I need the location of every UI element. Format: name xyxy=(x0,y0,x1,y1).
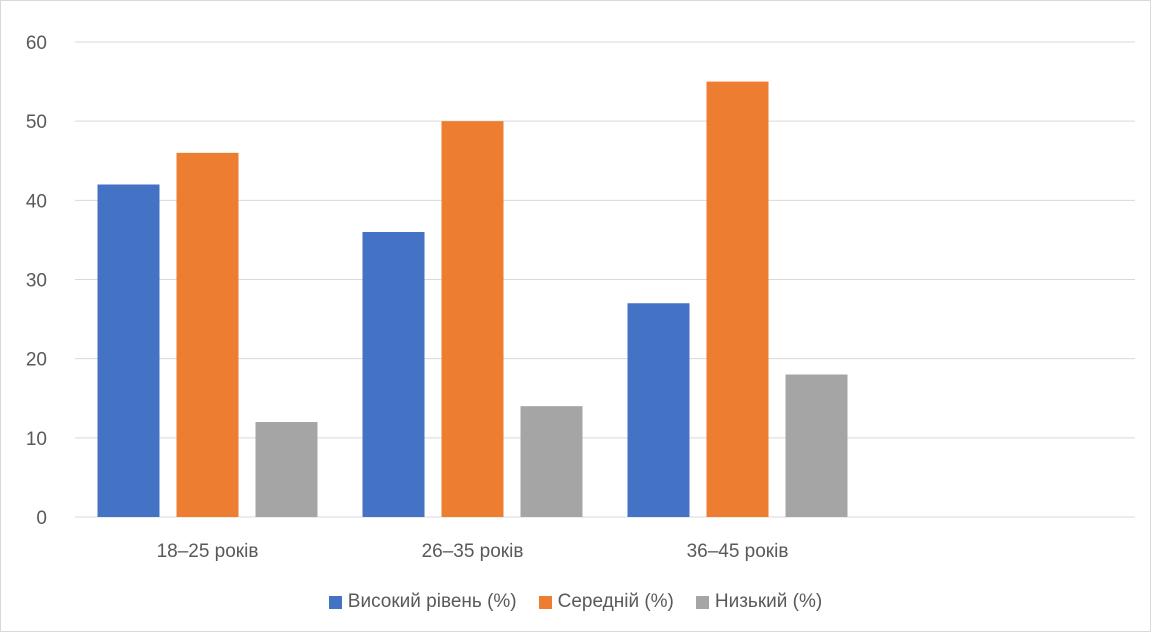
legend-swatch xyxy=(328,595,342,609)
legend-item: Середній (%) xyxy=(538,591,674,613)
y-tick-label: 30 xyxy=(26,271,47,292)
bar-series2-cat0 xyxy=(255,422,318,517)
bar-series2-cat1 xyxy=(520,406,583,517)
x-axis-ticks: 18–25 років 26–35 років 36–45 років xyxy=(157,541,789,562)
legend-swatch xyxy=(695,595,709,609)
legend-item: Низький (%) xyxy=(695,591,823,613)
legend-label: Низький (%) xyxy=(714,591,823,612)
x-tick-label: 36–45 років xyxy=(687,541,789,562)
bar-series0-cat2 xyxy=(627,303,690,517)
gridlines xyxy=(75,41,1135,518)
bar-series2-cat2 xyxy=(785,374,848,517)
bar-series0-cat1 xyxy=(362,232,425,517)
y-tick-label: 60 xyxy=(26,33,47,54)
bar-series1-cat2 xyxy=(706,81,769,517)
legend-label: Середній (%) xyxy=(557,591,674,612)
y-axis-ticks: 0 10 20 30 40 50 60 xyxy=(26,33,47,529)
y-tick-label: 40 xyxy=(26,191,47,212)
legend-label: Високий рівень (%) xyxy=(347,591,517,612)
x-tick-label: 26–35 років xyxy=(422,541,524,562)
y-tick-label: 20 xyxy=(26,350,47,371)
y-tick-label: 10 xyxy=(26,429,47,450)
legend: Високий рівень (%) Середній (%) Низький (%… xyxy=(0,591,1151,613)
bar-series0-cat0 xyxy=(97,184,160,517)
y-tick-label: 50 xyxy=(26,112,47,133)
y-tick-label: 0 xyxy=(36,508,47,529)
bar-series1-cat0 xyxy=(176,152,239,518)
bars xyxy=(97,81,848,518)
legend-swatch xyxy=(538,595,552,609)
x-tick-label: 18–25 років xyxy=(157,541,259,562)
legend-item: Високий рівень (%) xyxy=(328,591,517,613)
bar-series1-cat1 xyxy=(441,121,504,518)
